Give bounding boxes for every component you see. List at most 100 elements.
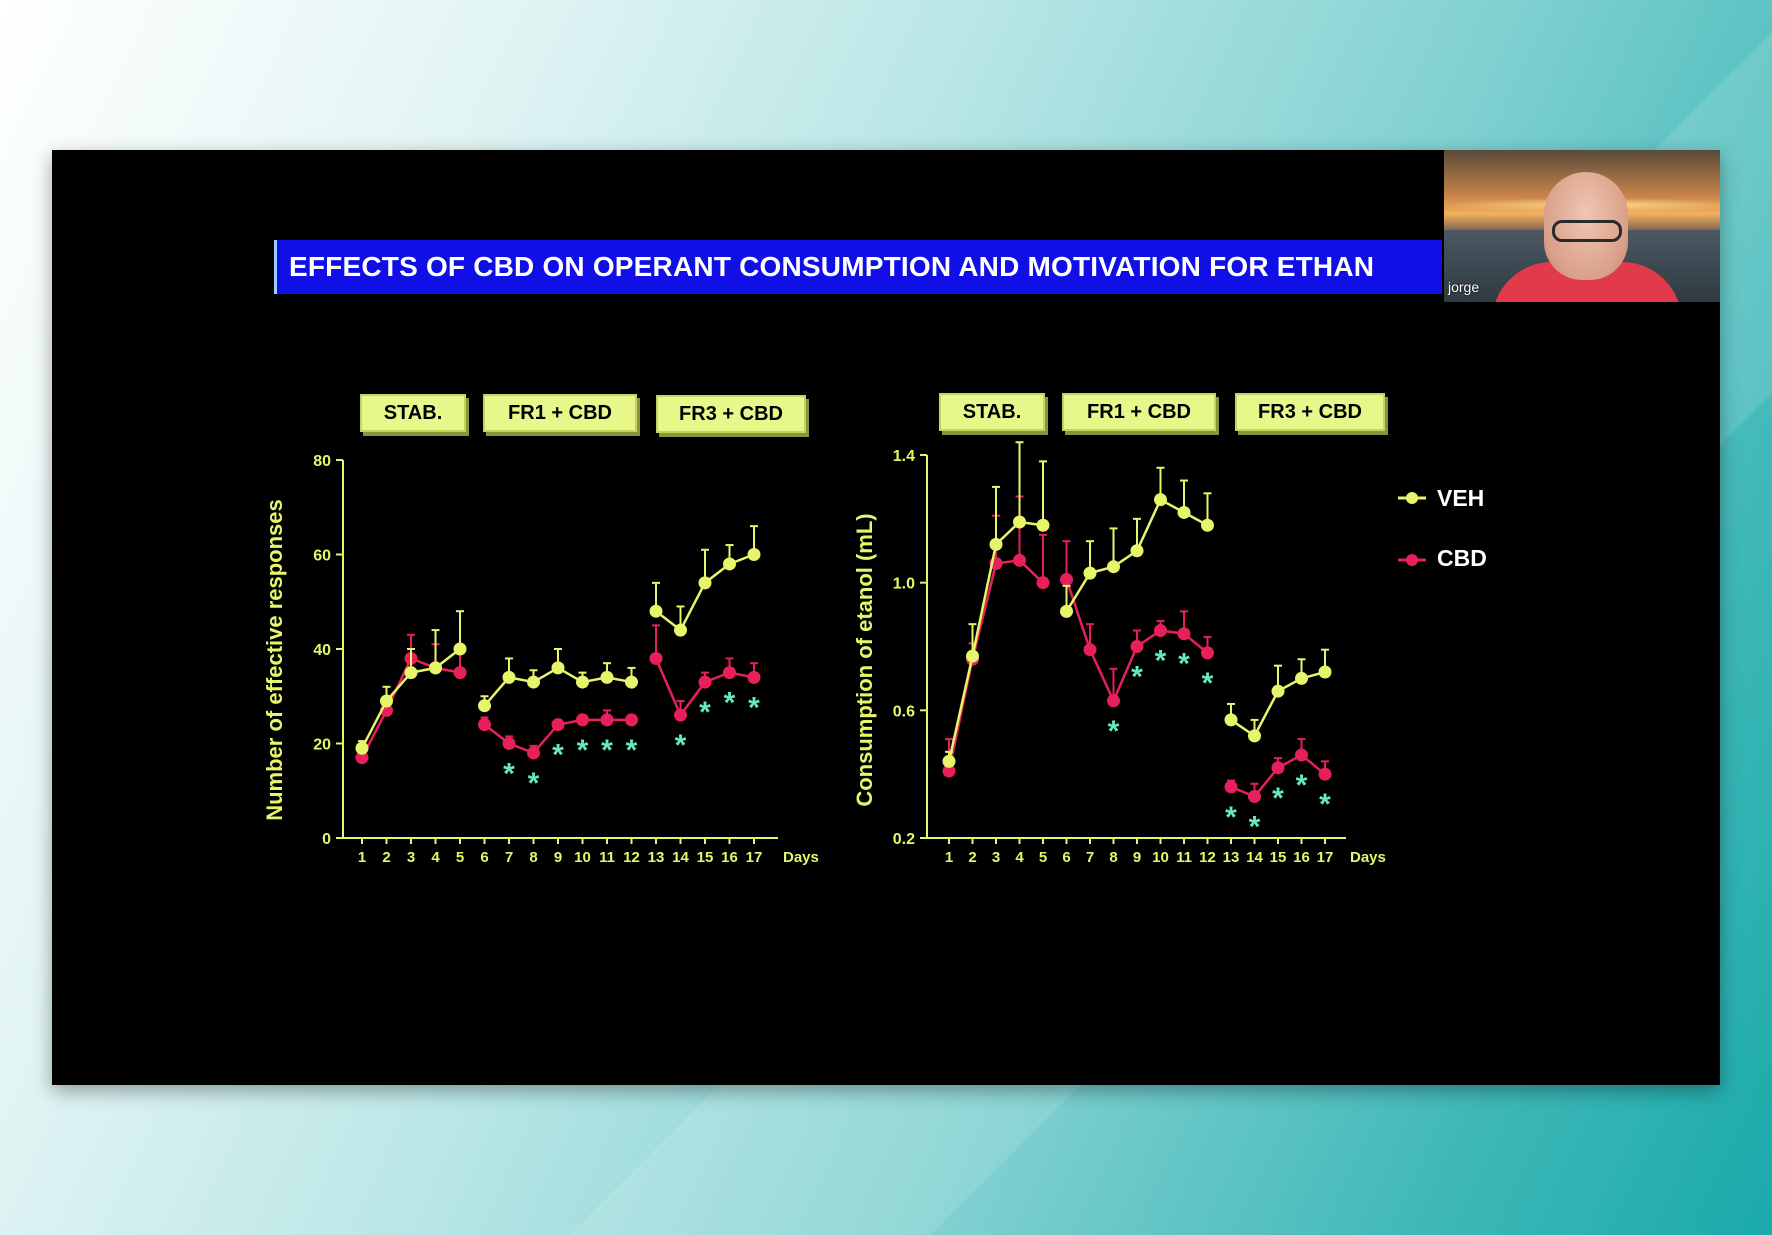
chart1-cbd-point: [453, 666, 467, 680]
chart2-veh-point: [1013, 515, 1026, 529]
presentation-slide: [52, 150, 1720, 1085]
chart2-significance-asterisk: *: [1296, 769, 1308, 802]
chart1-x-tick-label: 3: [407, 849, 415, 866]
chart1-phase-fr3: FR3 + CBD: [656, 395, 806, 433]
chart1-veh-point: [649, 604, 663, 618]
chart1-significance-asterisk: *: [552, 739, 564, 772]
slide-title: EFFECTS OF CBD ON OPERANT CONSUMPTION AN…: [289, 251, 1375, 282]
chart2-x-tick-label: 17: [1317, 849, 1334, 866]
chart1-cbd-point: [600, 713, 614, 727]
chart1-significance-asterisk: *: [675, 729, 687, 762]
chart1-x-axis-label: Days: [783, 849, 819, 866]
chart1-cbd-point: [551, 718, 565, 732]
chart1-veh-point: [674, 623, 687, 637]
chart1-veh-point: [355, 741, 369, 755]
chart1-x-tick-label: 9: [554, 849, 562, 866]
chart2-x-tick-label: 6: [1062, 849, 1070, 866]
chart1-x-tick-label: 1: [358, 849, 366, 866]
chart1-x-tick-label: 16: [721, 849, 738, 866]
chart2-y-tick-label: 0.6: [893, 703, 915, 720]
chart2-veh-point: [942, 754, 956, 768]
chart1-significance-asterisk: *: [724, 687, 736, 720]
chart2-veh-point: [1295, 671, 1308, 685]
chart2-x-tick-label: 1: [945, 849, 953, 866]
chart1-significance-asterisk: *: [503, 758, 515, 791]
chart2-cbd-point: [1271, 761, 1285, 775]
chart2-x-tick-label: 4: [1015, 849, 1024, 866]
chart2-veh-point: [1248, 729, 1261, 743]
chart2-veh-point: [966, 649, 979, 663]
chart2-veh-point: [1318, 665, 1332, 679]
chart1-cbd-point: [355, 751, 369, 765]
chart1-veh-point: [551, 661, 565, 675]
chart2-significance-asterisk: *: [1108, 715, 1120, 748]
chart2-cbd-point: [1248, 790, 1261, 804]
chart1-significance-asterisk: *: [577, 734, 589, 767]
chart1-veh-point: [527, 675, 540, 689]
chart1-veh-point: [404, 666, 418, 680]
chart1-significance-asterisk: *: [601, 734, 613, 767]
chart2-x-tick-label: 9: [1133, 849, 1141, 866]
chart2-phase-fr3: FR3 + CBD: [1235, 393, 1385, 431]
chart1-y-tick-label: 60: [313, 548, 331, 565]
chart1-veh-point: [698, 576, 712, 590]
chart1-cbd-point: [527, 746, 540, 760]
video-person-glasses: [1552, 220, 1622, 242]
chart2-significance-asterisk: *: [1178, 648, 1190, 681]
chart1-x-tick-label: 11: [599, 849, 615, 866]
chart2-cbd-point: [1177, 627, 1191, 641]
chart2-significance-asterisk: *: [1319, 788, 1331, 821]
chart2-cbd-point: [1036, 576, 1050, 590]
chart2-veh-point: [1130, 544, 1144, 558]
chart1-cbd-point: [625, 713, 638, 727]
chart2-phase-stab: STAB.: [939, 393, 1045, 431]
chart1-x-tick-label: 7: [505, 849, 513, 866]
chart1-veh-point: [429, 661, 442, 675]
chart1-x-tick-label: 15: [697, 849, 714, 866]
chart1-cbd-point: [674, 708, 687, 722]
chart1-x-tick-label: 12: [623, 849, 640, 866]
chart1-significance-asterisk: *: [626, 734, 638, 767]
chart2-x-tick-label: 10: [1152, 849, 1169, 866]
chart1-cbd-point: [723, 666, 736, 680]
legend-markers: [1398, 492, 1426, 566]
chart1-phase-fr1: FR1 + CBD: [483, 394, 637, 432]
chart1-x-tick-label: 4: [431, 849, 440, 866]
chart2-x-tick-label: 3: [992, 849, 1000, 866]
chart2-cbd-point: [1201, 646, 1214, 660]
chart1-veh-point: [576, 675, 589, 689]
chart1-cbd-point: [478, 718, 491, 732]
chart2-veh-point: [1083, 566, 1097, 580]
chart1-y-tick-label: 40: [313, 642, 331, 659]
chart2-x-tick-label: 14: [1246, 849, 1263, 866]
chart2-cbd-point: [1130, 640, 1144, 653]
chart1-y-tick-label: 20: [313, 737, 331, 754]
chart2-veh-point: [1107, 560, 1120, 574]
chart2-x-tick-label: 7: [1086, 849, 1094, 866]
legend-cbd-label: CBD: [1437, 545, 1487, 571]
chart2-x-tick-label: 11: [1176, 849, 1192, 866]
legend-veh-label: VEH: [1437, 485, 1485, 511]
chart1-cbd-point: [747, 670, 761, 684]
chart2-significance-asterisk: *: [1225, 801, 1237, 834]
chart1-x-tick-label: 13: [648, 849, 665, 866]
chart2-cbd-point: [1060, 572, 1073, 586]
chart1-veh-point: [380, 694, 393, 708]
chart1-x-tick-label: 8: [529, 849, 537, 866]
chart1-x-tick-label: 5: [456, 849, 464, 866]
chart1-cbd-point: [649, 651, 663, 665]
chart2-veh-point: [1154, 493, 1167, 507]
chart1-cbd-point: [576, 713, 589, 727]
chart1-veh-point: [478, 699, 491, 713]
chart2-y-tick-label: 0.2: [893, 831, 915, 848]
chart1-y-axis-label: Number of effective responses: [262, 499, 287, 821]
chart1-phase-stab: STAB.: [360, 394, 466, 432]
chart2-cbd-point: [1154, 624, 1167, 638]
chart2-cbd-line: [947, 559, 1044, 772]
chart1-x-tick-label: 6: [480, 849, 488, 866]
chart2-significance-asterisk: *: [1249, 811, 1261, 844]
participant-video[interactable]: jorge: [1444, 150, 1720, 302]
chart2-x-axis-label: Days: [1350, 849, 1386, 866]
chart2-cbd-point: [1224, 780, 1238, 794]
chart1-veh-point: [502, 670, 516, 684]
